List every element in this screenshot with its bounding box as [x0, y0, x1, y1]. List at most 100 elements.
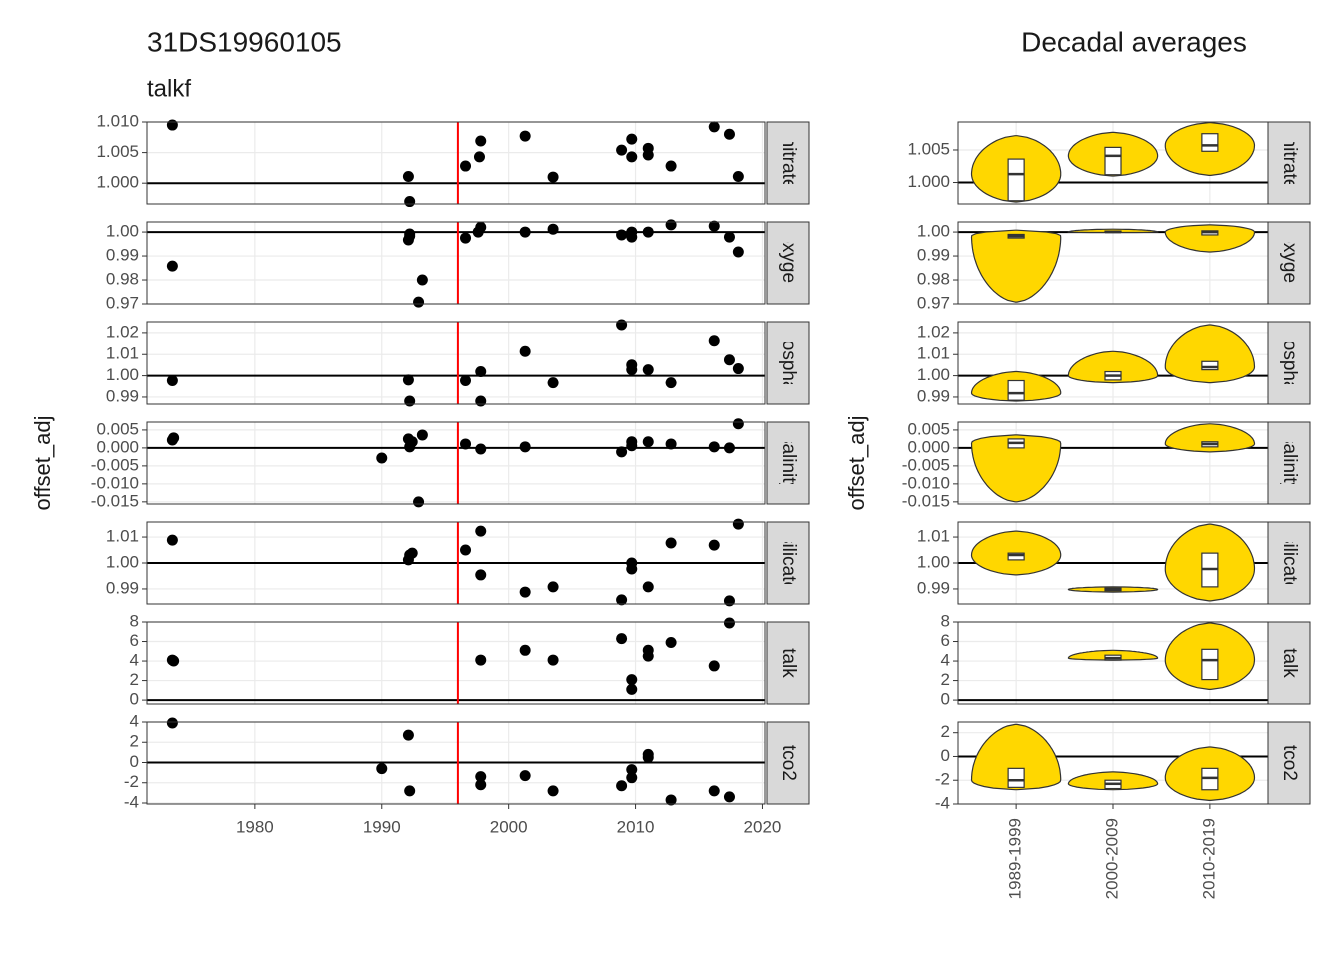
data-point — [665, 438, 677, 450]
data-point — [475, 135, 487, 147]
y-tick-label: -4 — [124, 792, 139, 811]
y-tick-label: -0.010 — [91, 473, 139, 492]
x-tick-label: 2000 — [490, 817, 528, 836]
y-tick-label: 0.99 — [106, 246, 139, 265]
data-point — [626, 683, 638, 695]
data-point — [519, 130, 531, 142]
data-point — [665, 219, 677, 231]
facet-strip — [766, 721, 810, 805]
y-tick-label: 0.98 — [917, 270, 950, 289]
data-point — [732, 363, 744, 375]
data-point — [665, 377, 677, 389]
data-point — [723, 354, 735, 366]
data-point — [626, 563, 638, 575]
facet-label: talk — [1279, 648, 1300, 678]
facet-label: phosphate — [1279, 319, 1300, 408]
data-point — [708, 441, 720, 453]
data-point — [404, 196, 416, 208]
facet-strip — [766, 521, 810, 605]
facet-strip — [1267, 621, 1311, 705]
data-point — [519, 586, 531, 598]
facet-label: salinity — [778, 434, 799, 493]
data-point — [547, 377, 559, 389]
data-point — [402, 729, 414, 741]
data-point — [626, 436, 638, 448]
panel-border — [146, 521, 766, 605]
data-point — [723, 442, 735, 454]
data-point — [642, 364, 654, 376]
violin — [1164, 324, 1256, 384]
data-point — [475, 525, 487, 537]
box — [1007, 552, 1025, 561]
box — [1104, 146, 1122, 176]
facet-label: salinity — [1279, 434, 1300, 493]
y-tick-label: 0.99 — [917, 386, 950, 405]
data-point — [168, 432, 180, 444]
facet-strip — [766, 221, 810, 305]
y-tick-label: 6 — [941, 631, 950, 650]
data-point — [616, 144, 628, 156]
panel-border — [146, 221, 766, 305]
facet-label: talk — [778, 648, 799, 678]
y-tick-label: 2 — [130, 732, 139, 751]
data-point — [406, 547, 418, 559]
y-tick-label: 2 — [130, 670, 139, 689]
data-point — [473, 151, 485, 163]
facet-label: oxygen — [778, 232, 799, 293]
data-point — [708, 539, 720, 551]
y-tick-label: -0.005 — [902, 455, 950, 474]
x-tick-label: 1989-1999 — [1006, 818, 1025, 899]
data-point — [519, 770, 531, 782]
y-tick-label: 1.01 — [917, 344, 950, 363]
data-point — [547, 581, 559, 593]
facet-label: silicate — [1279, 534, 1300, 592]
panel-border — [146, 621, 766, 705]
data-point — [166, 717, 178, 729]
y-tick-label: -4 — [935, 793, 950, 812]
data-point — [665, 537, 677, 549]
data-point — [723, 791, 735, 803]
panel-background — [147, 422, 765, 504]
facet-strip — [766, 321, 810, 405]
data-point — [416, 274, 428, 286]
y-tick-label: 0.000 — [907, 437, 950, 456]
facet-label: tco2 — [778, 745, 799, 781]
data-point — [475, 779, 487, 791]
data-point — [460, 375, 472, 387]
y-tick-label: 4 — [130, 711, 139, 730]
data-point — [460, 544, 472, 556]
data-point — [642, 149, 654, 161]
chart-title: Decadal averages — [1021, 26, 1247, 57]
violin — [970, 723, 1062, 791]
data-point — [708, 121, 720, 133]
y-tick-label: -0.015 — [91, 491, 139, 510]
box — [1007, 379, 1025, 401]
data-point — [519, 644, 531, 656]
data-point — [642, 650, 654, 662]
facet-label: nitrate — [778, 137, 799, 190]
data-point — [475, 366, 487, 378]
box — [1007, 767, 1025, 788]
y-tick-label: 2 — [941, 670, 950, 689]
y-tick-label: 1.00 — [106, 365, 139, 384]
panel-background — [147, 222, 765, 304]
y-tick-label: -2 — [124, 772, 139, 791]
box — [1201, 133, 1219, 152]
y-tick-label: -0.005 — [91, 455, 139, 474]
data-point — [642, 436, 654, 448]
x-tick-label: 2000-2009 — [1102, 818, 1121, 899]
data-point — [376, 763, 388, 775]
data-point — [404, 785, 416, 797]
data-point — [708, 335, 720, 347]
data-point — [642, 226, 654, 238]
y-tick-label: 1.005 — [96, 142, 139, 161]
data-point — [626, 674, 638, 686]
y-tick-label: 0 — [941, 746, 950, 765]
data-point — [626, 364, 638, 376]
y-tick-label: 1.00 — [917, 365, 950, 384]
y-tick-label: 0.000 — [96, 437, 139, 456]
violin — [970, 229, 1062, 303]
data-point — [708, 660, 720, 672]
y-axis-label: offset_adj — [30, 415, 55, 510]
x-tick-label: 2010-2019 — [1199, 818, 1218, 899]
